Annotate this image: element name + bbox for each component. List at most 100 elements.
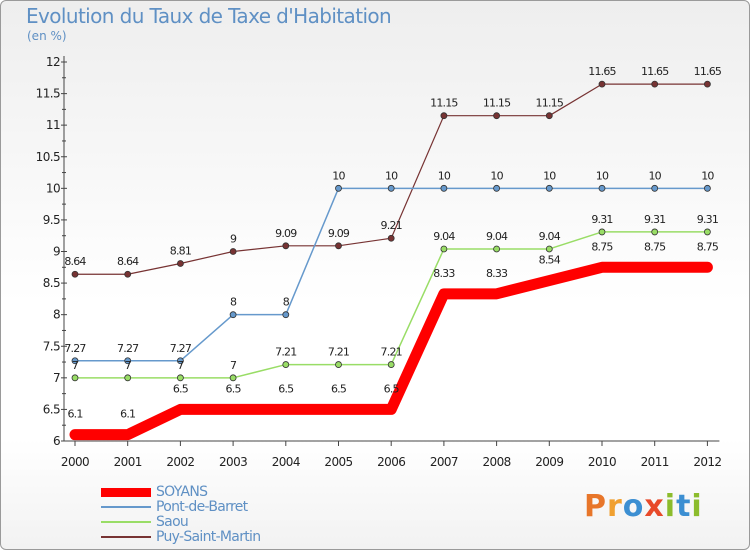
data-label-puy-saint-martin: 8.64 bbox=[64, 255, 86, 268]
data-label-saou: 9.04 bbox=[539, 230, 561, 243]
data-label-puy-saint-martin: 9.09 bbox=[328, 227, 350, 240]
data-label-pont-de-barret: 7.27 bbox=[117, 342, 139, 355]
data-point-pont-de-barret bbox=[704, 184, 711, 192]
logo-letter: i bbox=[664, 489, 677, 524]
logo-letter: i bbox=[691, 489, 703, 524]
data-point-saou bbox=[282, 361, 290, 368]
data-label-saou: 7 bbox=[230, 359, 237, 372]
data-label-saou: 7.21 bbox=[381, 346, 402, 359]
logo-letter: P bbox=[584, 489, 607, 524]
legend-swatch-puy-saint-martin bbox=[101, 536, 151, 538]
data-label-puy-saint-martin: 9 bbox=[230, 233, 237, 246]
data-point-saou bbox=[651, 228, 659, 236]
data-label-pont-de-barret: 10 bbox=[332, 169, 345, 182]
x-tick-label: 2008 bbox=[483, 455, 511, 469]
data-point-saou bbox=[704, 228, 711, 236]
y-tick-label: 8.5 bbox=[43, 276, 60, 290]
data-point-pont-de-barret bbox=[71, 357, 79, 365]
data-label-pont-de-barret: 10 bbox=[543, 169, 556, 182]
y-tick-label: 9.5 bbox=[43, 213, 60, 227]
data-label-saou: 9.31 bbox=[697, 213, 718, 226]
data-point-puy-saint-martin bbox=[387, 234, 395, 242]
data-label-pont-de-barret: 8 bbox=[230, 296, 237, 309]
y-tick-label: 7 bbox=[53, 371, 60, 385]
data-label-soyans: 6.5 bbox=[384, 382, 400, 395]
data-point-puy-saint-martin bbox=[282, 242, 290, 250]
data-label-soyans: 6.5 bbox=[226, 382, 242, 395]
data-label-soyans: 6.5 bbox=[278, 382, 294, 395]
legend-label-saou: Saou bbox=[156, 514, 189, 530]
data-point-puy-saint-martin bbox=[704, 80, 711, 88]
data-label-soyans: 8.54 bbox=[539, 254, 561, 267]
data-point-saou bbox=[71, 374, 79, 382]
data-label-soyans: 6.5 bbox=[173, 382, 189, 395]
data-label-pont-de-barret: 8 bbox=[283, 296, 290, 309]
x-tick-label: 2004 bbox=[272, 455, 300, 469]
series-line-soyans bbox=[69, 261, 713, 441]
data-point-saou bbox=[176, 374, 184, 382]
data-label-soyans: 8.33 bbox=[433, 267, 455, 280]
data-point-puy-saint-martin bbox=[545, 112, 553, 120]
data-point-pont-de-barret bbox=[387, 184, 395, 192]
data-label-soyans: 8.33 bbox=[486, 267, 508, 280]
data-label-puy-saint-martin: 9.21 bbox=[381, 219, 402, 232]
data-point-pont-de-barret bbox=[282, 311, 290, 319]
data-point-pont-de-barret bbox=[335, 184, 342, 192]
x-tick-label: 2001 bbox=[114, 455, 142, 469]
data-point-pont-de-barret bbox=[545, 184, 553, 192]
y-tick-label: 8 bbox=[53, 308, 60, 322]
x-tick-label: 2012 bbox=[693, 455, 721, 469]
data-label-saou: 9.04 bbox=[486, 230, 508, 243]
data-label-puy-saint-martin: 11.15 bbox=[483, 97, 511, 110]
data-point-saou bbox=[124, 374, 132, 382]
logo-letter: t bbox=[676, 489, 692, 524]
x-tick-label: 2005 bbox=[324, 455, 352, 469]
y-tick-label: 7.5 bbox=[43, 339, 60, 353]
y-tick-label: 6 bbox=[53, 434, 60, 448]
legend-swatch-saou bbox=[101, 521, 151, 523]
data-label-puy-saint-martin: 8.64 bbox=[117, 255, 139, 268]
data-point-saou bbox=[440, 245, 448, 253]
y-tick-label: 10.5 bbox=[36, 150, 60, 164]
legend-label-puy-saint-martin: Puy-Saint-Martin bbox=[156, 529, 261, 545]
data-point-puy-saint-martin bbox=[124, 270, 132, 278]
data-point-pont-de-barret bbox=[598, 184, 606, 192]
data-label-saou: 9.04 bbox=[433, 230, 455, 243]
data-point-puy-saint-martin bbox=[440, 112, 448, 120]
data-point-saou bbox=[493, 245, 501, 253]
proxiti-logo: Proxiti bbox=[584, 489, 703, 524]
x-tick-label: 2011 bbox=[641, 455, 669, 469]
data-label-soyans: 8.75 bbox=[591, 240, 613, 253]
data-point-pont-de-barret bbox=[229, 311, 237, 319]
y-tick-label: 11.5 bbox=[36, 87, 60, 101]
data-label-soyans: 6.5 bbox=[331, 382, 347, 395]
data-label-pont-de-barret: 10 bbox=[385, 169, 398, 182]
data-point-saou bbox=[545, 245, 553, 253]
data-point-pont-de-barret bbox=[176, 357, 184, 365]
data-point-puy-saint-martin bbox=[176, 260, 184, 267]
data-label-pont-de-barret: 10 bbox=[701, 169, 714, 182]
data-label-saou: 9.31 bbox=[644, 213, 665, 226]
x-tick-label: 2000 bbox=[61, 455, 89, 469]
data-label-puy-saint-martin: 11.65 bbox=[641, 65, 669, 78]
y-tick-label: 12 bbox=[46, 55, 60, 69]
y-tick-label: 9 bbox=[53, 245, 60, 259]
data-point-puy-saint-martin bbox=[71, 270, 79, 278]
data-label-puy-saint-martin: 9.09 bbox=[275, 227, 297, 240]
x-tick-label: 2003 bbox=[219, 455, 247, 469]
x-tick-label: 2010 bbox=[588, 455, 616, 469]
data-label-saou: 7 bbox=[72, 359, 79, 372]
data-label-pont-de-barret: 7.27 bbox=[64, 342, 86, 355]
data-point-saou bbox=[387, 361, 395, 368]
data-point-puy-saint-martin bbox=[335, 242, 342, 250]
logo-letter: r bbox=[607, 489, 623, 524]
legend-swatch-soyans bbox=[101, 487, 151, 497]
data-label-puy-saint-martin: 11.65 bbox=[588, 65, 616, 78]
data-label-soyans: 8.75 bbox=[697, 240, 719, 253]
data-point-pont-de-barret bbox=[493, 184, 501, 192]
data-point-puy-saint-martin bbox=[651, 80, 659, 88]
data-label-puy-saint-martin: 11.15 bbox=[430, 97, 458, 110]
data-point-puy-saint-martin bbox=[598, 80, 606, 88]
